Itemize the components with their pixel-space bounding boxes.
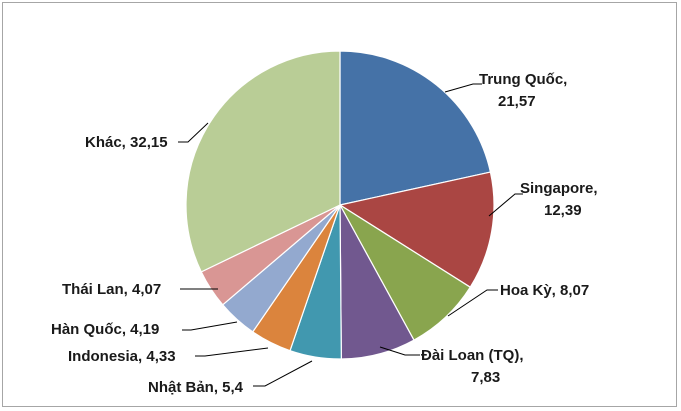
label-dai-loan-value: 7,83 bbox=[471, 369, 500, 386]
label-thai-lan: Thái Lan, 4,07 bbox=[62, 281, 161, 298]
pie-slice-2 bbox=[338, 171, 495, 289]
label-trung-quoc-value: 21,57 bbox=[498, 93, 536, 110]
leader-indonesia bbox=[195, 347, 269, 357]
label-dai-loan-name: Đài Loan (TQ), bbox=[421, 347, 524, 364]
leader-han-quoc bbox=[182, 321, 238, 331]
leader-dai-loan bbox=[379, 346, 420, 356]
label-khac: Khác, 32,15 bbox=[85, 134, 168, 151]
label-trung-quoc-name: Trung Quốc, bbox=[479, 71, 567, 88]
leader-khac bbox=[178, 122, 209, 143]
leader-singapore bbox=[488, 193, 523, 217]
leader-lines bbox=[178, 83, 523, 387]
leader-hoa-ky bbox=[447, 289, 498, 317]
label-indonesia: Indonesia, 4,33 bbox=[68, 348, 176, 365]
data-labels: Trung Quốc, 21,57 Singapore, 12,39 Hoa K… bbox=[51, 71, 598, 396]
leader-nhat-ban bbox=[253, 360, 313, 387]
label-hoa-ky: Hoa Kỳ, 8,07 bbox=[500, 282, 589, 299]
pie-slice-9 bbox=[185, 50, 341, 273]
label-singapore-name: Singapore, bbox=[520, 180, 598, 197]
pie-slice-1 bbox=[339, 50, 492, 206]
label-nhat-ban: Nhật Bản, 5,4 bbox=[148, 379, 244, 396]
label-singapore-value: 12,39 bbox=[544, 202, 582, 219]
pie-slices bbox=[185, 50, 495, 360]
leader-trung-quoc bbox=[444, 83, 482, 93]
label-han-quoc: Hàn Quốc, 4,19 bbox=[51, 321, 159, 338]
